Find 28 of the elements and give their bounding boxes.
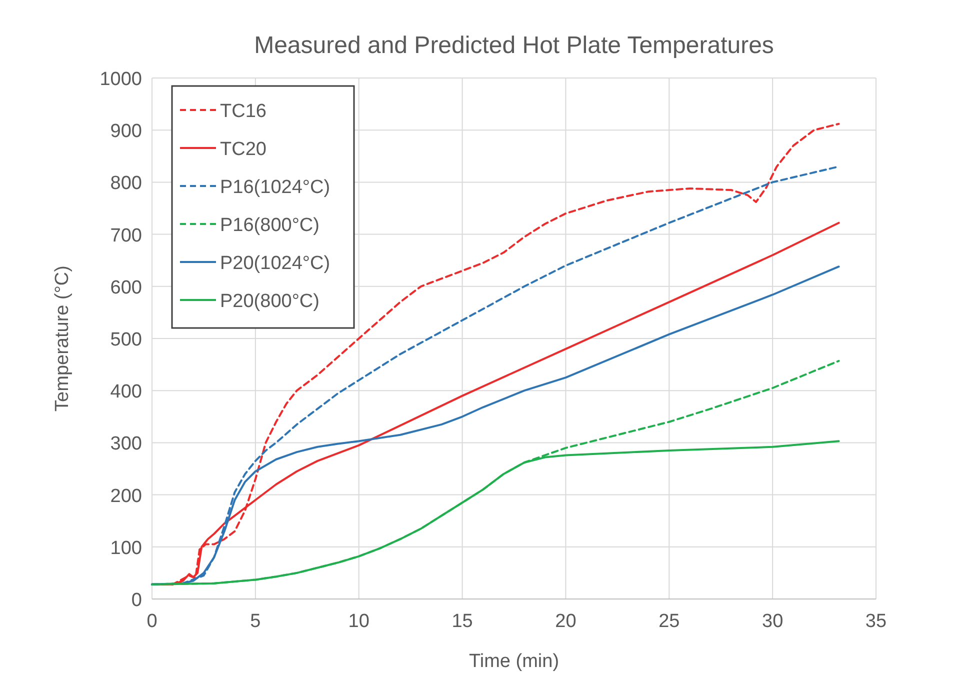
chart-title: Measured and Predicted Hot Plate Temperatures (254, 32, 774, 59)
y-tick-label: 100 (110, 538, 142, 559)
x-tick-label: 10 (348, 611, 370, 632)
legend-label: P20(1024°C) (220, 253, 330, 274)
y-tick-label: 600 (110, 277, 142, 298)
x-tick-label: 5 (250, 611, 261, 632)
x-tick-label: 30 (762, 611, 784, 632)
x-axis-title: Time (min) (468, 651, 560, 672)
x-tick-label: 25 (658, 611, 680, 632)
y-tick-label: 800 (110, 173, 142, 194)
legend-label: P16(800°C) (220, 215, 320, 236)
y-tick-label: 900 (110, 121, 142, 142)
y-axis-title: Temperature (°C) (52, 266, 73, 412)
legend-label: P16(1024°C) (220, 177, 330, 198)
y-tick-label: 400 (110, 382, 142, 403)
legend-label: TC20 (220, 139, 266, 160)
y-tick-label: 1000 (100, 69, 142, 90)
y-tick-label: 300 (110, 434, 142, 455)
legend-label: P20(800°C) (220, 291, 320, 312)
y-tick-label: 200 (110, 486, 142, 507)
y-tick-label: 500 (110, 330, 142, 350)
x-tick-label: 15 (452, 611, 473, 632)
y-tick-label: 0 (131, 590, 142, 611)
x-tick-label: 35 (865, 611, 887, 632)
legend-label: TC16 (220, 101, 266, 122)
x-tick-label: 0 (146, 611, 158, 632)
x-tick-label: 20 (555, 611, 576, 632)
y-tick-label: 700 (110, 225, 142, 246)
